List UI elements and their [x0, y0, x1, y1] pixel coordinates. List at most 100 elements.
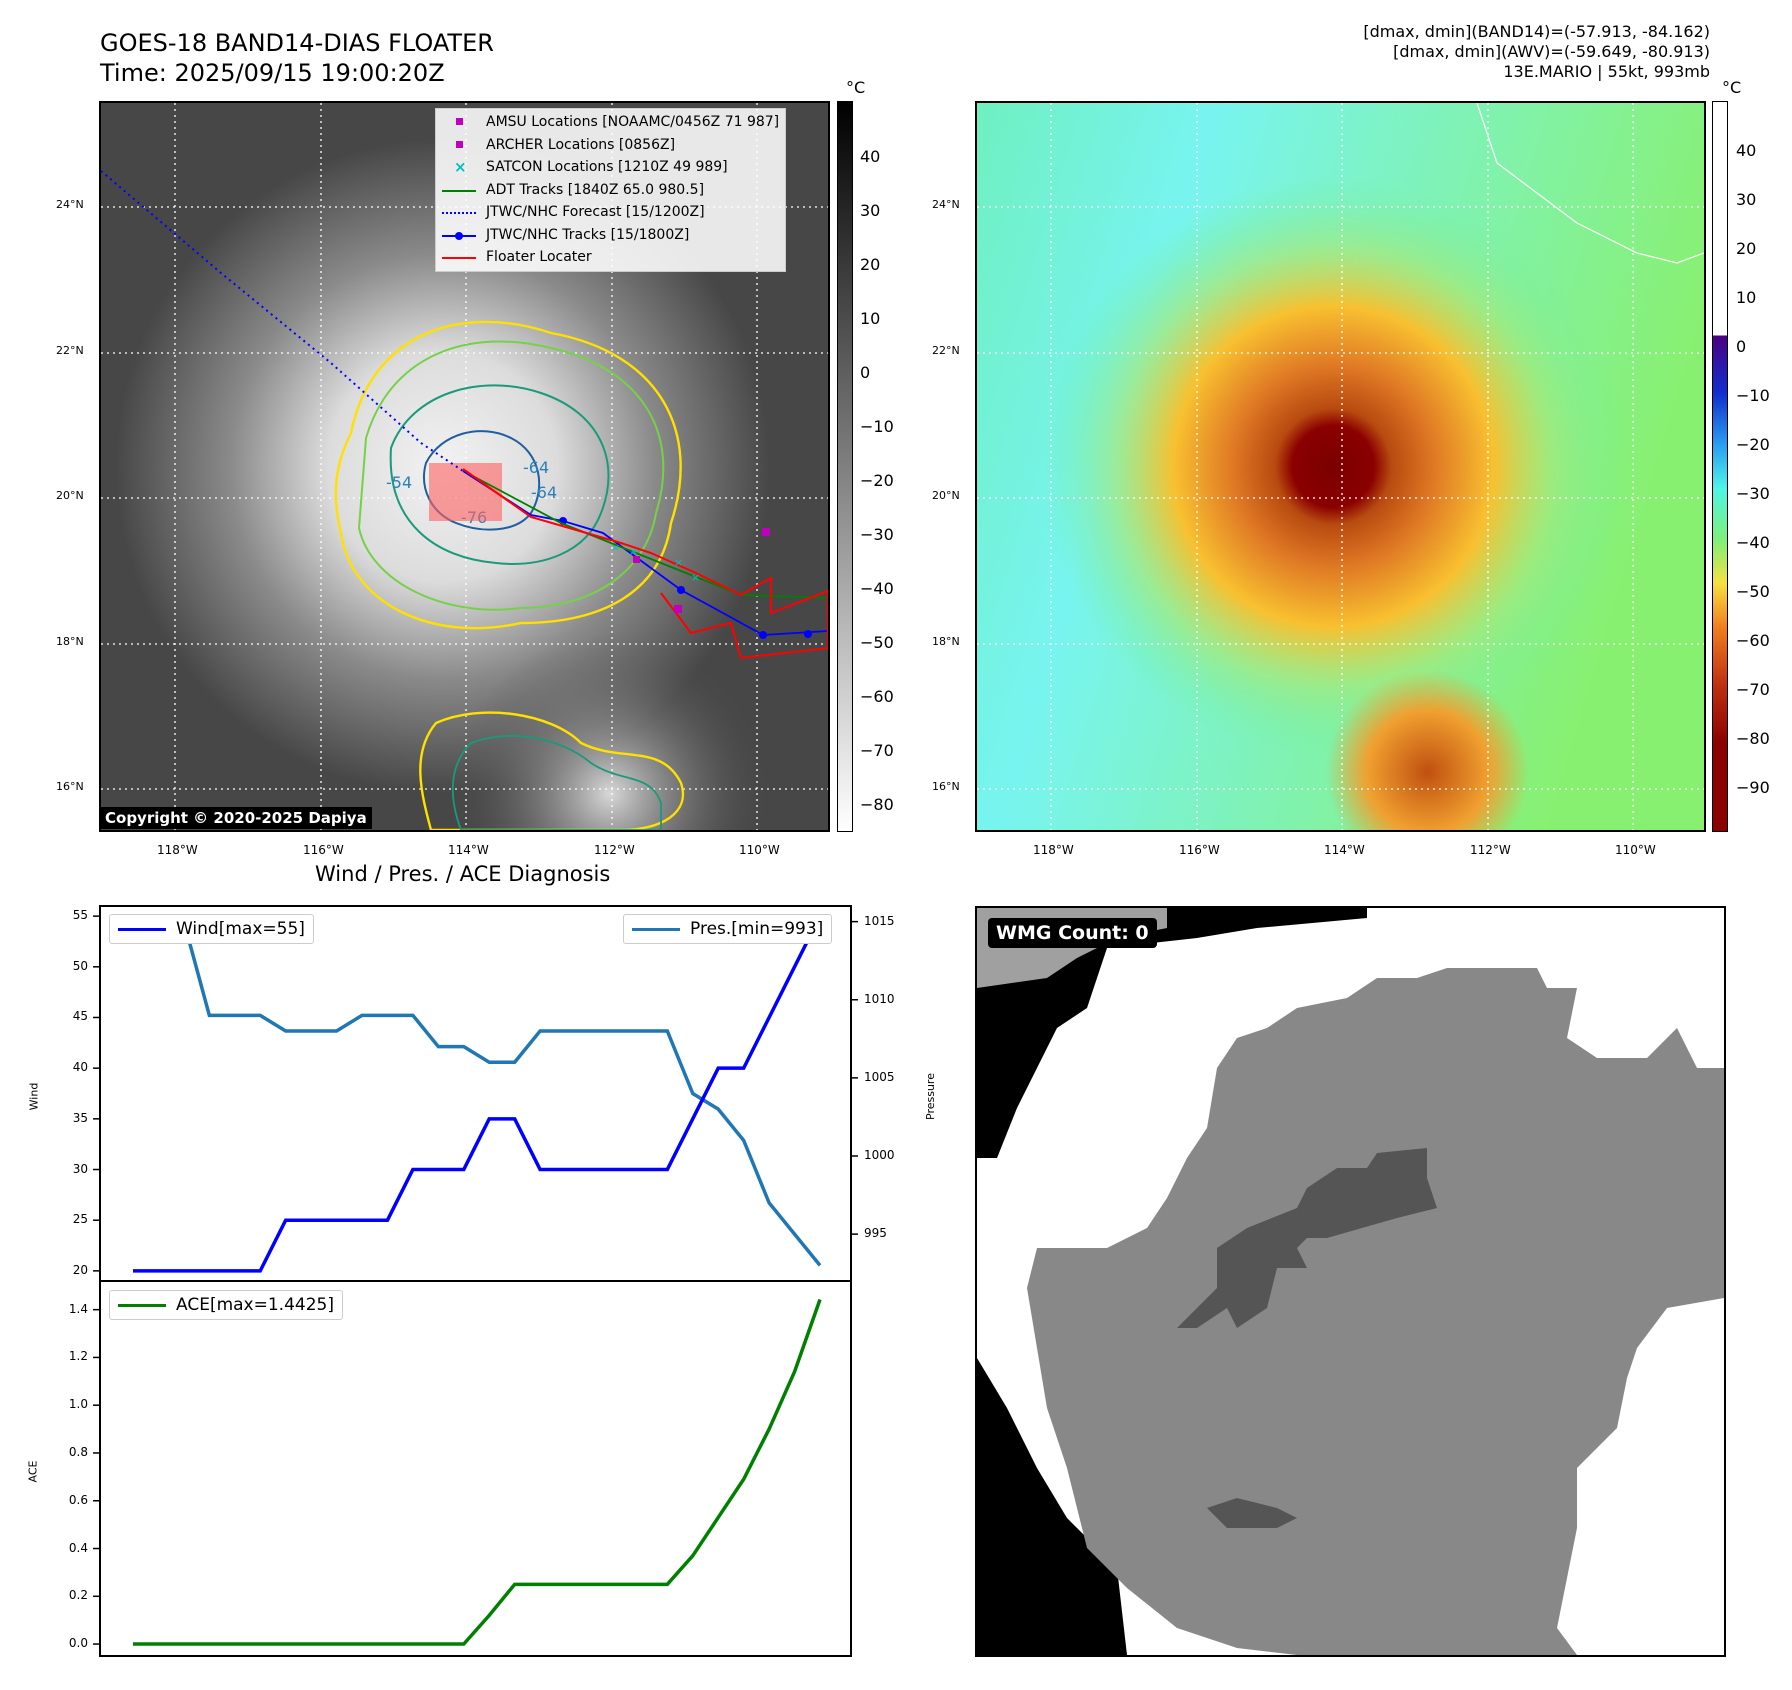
ace-tick-label: 0.6	[68, 1492, 88, 1507]
ir-tick: 30	[860, 201, 881, 220]
wmg-dark-core	[1177, 1148, 1437, 1328]
wv-gridlines	[977, 103, 1704, 830]
contour-label: -54	[386, 473, 412, 492]
pressure-axis-label: Pressure	[923, 1073, 937, 1120]
ir-tick: −40	[860, 579, 894, 598]
wind-legend: Wind[max=55]	[109, 914, 314, 944]
wv-tick: 20	[1736, 239, 1757, 258]
ir-contours	[334, 320, 684, 830]
ir-tick: 0	[860, 363, 871, 382]
pressure-legend: Pres.[min=993]	[623, 914, 833, 944]
wv-tick: 40	[1736, 141, 1757, 160]
lon-label: 112°W	[1470, 843, 1511, 857]
wv-tick: 0	[1736, 337, 1747, 356]
lat-label: 20°N	[932, 489, 960, 502]
contour-label: -64	[531, 483, 557, 502]
ir-tick: −60	[860, 687, 894, 706]
map-legend: AMSU Locations [NOAAMC/0456Z 71 987] ARC…	[435, 108, 787, 272]
wv-colorbar	[1712, 101, 1728, 832]
ir-tick: −30	[860, 525, 894, 544]
wv-southern-band	[977, 103, 1704, 830]
wind-legend-swatch	[118, 927, 166, 931]
ir-tick: −70	[860, 741, 894, 760]
wmg-count-badge: WMG Count: 0	[988, 918, 1157, 948]
wind-tick-label: 25	[72, 1212, 88, 1227]
pres-tick-label: 1015	[864, 913, 895, 928]
wind-tick-label: 40	[72, 1060, 88, 1075]
pressure-series-line	[133, 919, 822, 1267]
wind-axis-label: Wind	[27, 1082, 41, 1111]
ace-tick-marks	[93, 1308, 100, 1645]
lon-label: 116°W	[303, 843, 344, 857]
wv-tick: −30	[1736, 484, 1770, 503]
ace-legend-label: ACE[max=1.4425]	[176, 1295, 334, 1315]
wind-series-line	[133, 915, 822, 1273]
legend-item-archer: ARCHER Locations [0856Z]	[442, 134, 779, 157]
ace-tick-label: 1.0	[68, 1397, 88, 1412]
lon-label: 116°W	[1179, 843, 1220, 857]
wmg-dark-patch	[1207, 1498, 1297, 1528]
amsu-archer-markers	[633, 528, 770, 613]
wind-tick-label: 45	[72, 1009, 88, 1024]
wmg-svg	[977, 908, 1724, 1655]
ace-axis-label: ACE	[26, 1460, 40, 1483]
pressure-legend-swatch	[632, 927, 680, 931]
ace-frame	[99, 1280, 852, 1657]
lat-label: 22°N	[56, 344, 84, 357]
wmg-black-top	[977, 908, 1367, 1158]
satcon-markers: × × × ×	[611, 541, 700, 584]
lon-label: 118°W	[1033, 843, 1074, 857]
pres-tick-label: 1010	[864, 991, 895, 1006]
ace-legend-swatch	[118, 1303, 166, 1307]
wv-map-svg	[977, 103, 1704, 830]
title-line-1: GOES-18 BAND14-DIAS FLOATER	[100, 29, 494, 57]
wv-map-panel	[975, 101, 1706, 832]
ir-colorbar-unit: °C	[846, 78, 866, 97]
pres-tick-label: 995	[864, 1226, 887, 1241]
ace-tick-label: 1.4	[68, 1301, 88, 1316]
wv-tick: 10	[1736, 288, 1757, 307]
ace-tick-label: 0.0	[68, 1636, 88, 1651]
wv-tick: −80	[1736, 729, 1770, 748]
wv-tick: −90	[1736, 778, 1770, 797]
contour-label: -64	[523, 458, 549, 477]
svg-text:×: ×	[674, 556, 683, 569]
wind-tick-marks	[93, 915, 100, 1272]
wv-tick: −60	[1736, 631, 1770, 650]
lat-label: 24°N	[932, 198, 960, 211]
wv-tick: −70	[1736, 680, 1770, 699]
ace-tick-label: 1.2	[68, 1349, 88, 1364]
figure-title: GOES-18 BAND14-DIAS FLOATER Time: 2025/0…	[100, 28, 494, 88]
diagnosis-title: Wind / Pres. / ACE Diagnosis	[315, 862, 611, 886]
jtwc-track-points	[559, 517, 812, 639]
legend-item-tracks: JTWC/NHC Tracks [15/1800Z]	[442, 224, 779, 247]
stats-storm: 13E.MARIO | 55kt, 993mb	[1503, 62, 1710, 81]
legend-item-forecast: JTWC/NHC Forecast [15/1200Z]	[442, 201, 779, 224]
svg-text:×: ×	[611, 541, 620, 554]
wv-colorbar-unit: °C	[1722, 78, 1742, 97]
pres-tick-label: 1005	[864, 1069, 895, 1084]
wmg-gray-region	[1027, 968, 1724, 1655]
wind-tick-label: 55	[72, 908, 88, 923]
lat-label: 18°N	[56, 635, 84, 648]
ir-tick: −50	[860, 633, 894, 652]
ace-tick-label: 0.2	[68, 1588, 88, 1603]
ir-colorbar	[837, 101, 853, 832]
wv-tick: −40	[1736, 533, 1770, 552]
wv-coastline	[1476, 103, 1704, 264]
lat-label: 18°N	[932, 635, 960, 648]
wv-tick: 30	[1736, 190, 1757, 209]
lat-label: 22°N	[932, 344, 960, 357]
ir-tick: −80	[860, 795, 894, 814]
lon-label: 112°W	[594, 843, 635, 857]
wv-tick: −20	[1736, 435, 1770, 454]
pres-tick-marks	[851, 920, 858, 1235]
svg-text:×: ×	[691, 571, 700, 584]
legend-item-satcon: × SATCON Locations [1210Z 49 989]	[454, 158, 728, 177]
ir-tick: 10	[860, 309, 881, 328]
lat-label: 16°N	[932, 780, 960, 793]
legend-item-adt: ADT Tracks [1840Z 65.0 980.5]	[442, 179, 779, 202]
ir-tick: −20	[860, 471, 894, 490]
lon-label: 118°W	[157, 843, 198, 857]
